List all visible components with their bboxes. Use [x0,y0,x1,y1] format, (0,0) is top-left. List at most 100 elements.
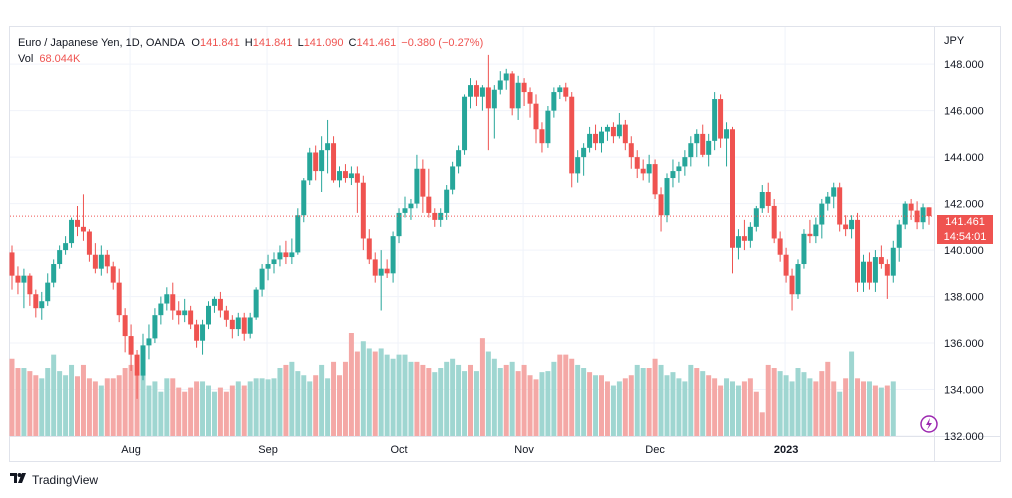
x-tick-label: Nov [514,444,534,456]
candle-body [277,252,283,260]
candle-body [301,180,307,216]
candle-body [122,315,128,337]
volume-bar [259,378,265,436]
volume-bar [253,378,259,436]
candle-body [521,82,527,93]
volume-bar [140,375,146,436]
volume-bar [741,381,747,436]
candle-body [86,231,92,255]
candle-body [21,275,27,283]
volume-bar [610,385,616,436]
candle-body [462,96,468,151]
volume-bar [104,378,110,436]
volume-bar [825,361,831,436]
candle-body [223,310,229,320]
candle-body [515,82,521,109]
lightning-icon [926,418,932,430]
candle-body [801,233,807,265]
candle-body [372,259,378,276]
candle-body [229,319,235,330]
volume-bar [658,364,664,436]
candle-body [825,196,831,204]
volume-bar [628,375,634,436]
volume-bar [801,372,807,436]
tradingview-brand[interactable]: TradingView [10,472,98,487]
volume-bar [342,361,348,436]
candle-body [152,315,158,339]
volume-bar [485,351,491,436]
candle-body [235,317,241,330]
candle-body [384,268,390,274]
legend-open-value: 141.841 [199,37,240,49]
volume-bar [604,381,610,436]
candle-body [104,254,110,267]
candle-body [194,324,200,341]
candle-body [700,133,706,155]
candle-body [604,126,610,132]
volume-bar [527,375,533,436]
candle-body [789,275,795,295]
volume-bar [98,385,104,436]
volume-bar [241,385,247,436]
volume-bar [289,361,295,436]
volume-bar [57,371,63,436]
candle-body [688,143,694,158]
chart-legend: Euro / Japanese Yen, 1D, OANDA O141.841 … [18,35,483,67]
candle-body [396,212,402,237]
volume-bar [664,375,670,436]
candle-body [366,238,372,260]
candle-body [342,171,348,179]
candle-body [128,336,134,355]
volume-bar [217,387,223,436]
candle-body [432,212,438,220]
legend-high-value: 141.841 [252,37,293,49]
candle-body [176,310,182,316]
volume-bar [682,381,688,436]
volume-bar [116,375,122,436]
volume-bar [724,378,730,436]
volume-bar [539,372,545,436]
candle-body [348,173,354,179]
volume-bar [861,381,866,436]
volume-bar [152,381,158,436]
volume-bar [378,348,384,436]
candle-body [533,103,539,130]
volume-bar [295,371,301,436]
candle-body [247,317,253,334]
volume-bar [837,391,843,436]
candle-body [259,268,265,290]
candle-body [241,317,247,334]
volume-bar [9,358,15,436]
volume-bar [545,371,551,436]
volume-bar [468,364,473,436]
legend-symbol: Euro / Japanese Yen, 1D, OANDA [18,37,185,49]
volume-bar [235,381,241,436]
candle-body [295,215,301,253]
legend-volume-label: Vol [18,53,34,65]
candle-body [253,289,259,318]
volume-bar [640,368,646,436]
candle-body [200,324,206,341]
candle-body [646,164,652,174]
candle-body [331,143,337,181]
price-axis-currency: JPY [944,35,965,47]
volume-bar [301,375,307,436]
candle-body [473,85,479,97]
candle-body [456,150,462,167]
candle-body [479,87,485,97]
candle-body [610,126,616,137]
volume-bar [563,354,569,436]
candle-body [265,264,271,269]
candle-body [313,152,319,172]
candle-body [539,129,545,144]
y-tick-label: 134.000 [944,385,984,397]
volume-bar [15,368,21,436]
volume-bar [63,375,69,436]
candle-body [545,110,551,144]
volume-bar [884,385,890,436]
candle-body [902,203,908,225]
volume-bar [366,348,372,436]
volume-bar [211,391,217,436]
candle-body [777,238,783,255]
